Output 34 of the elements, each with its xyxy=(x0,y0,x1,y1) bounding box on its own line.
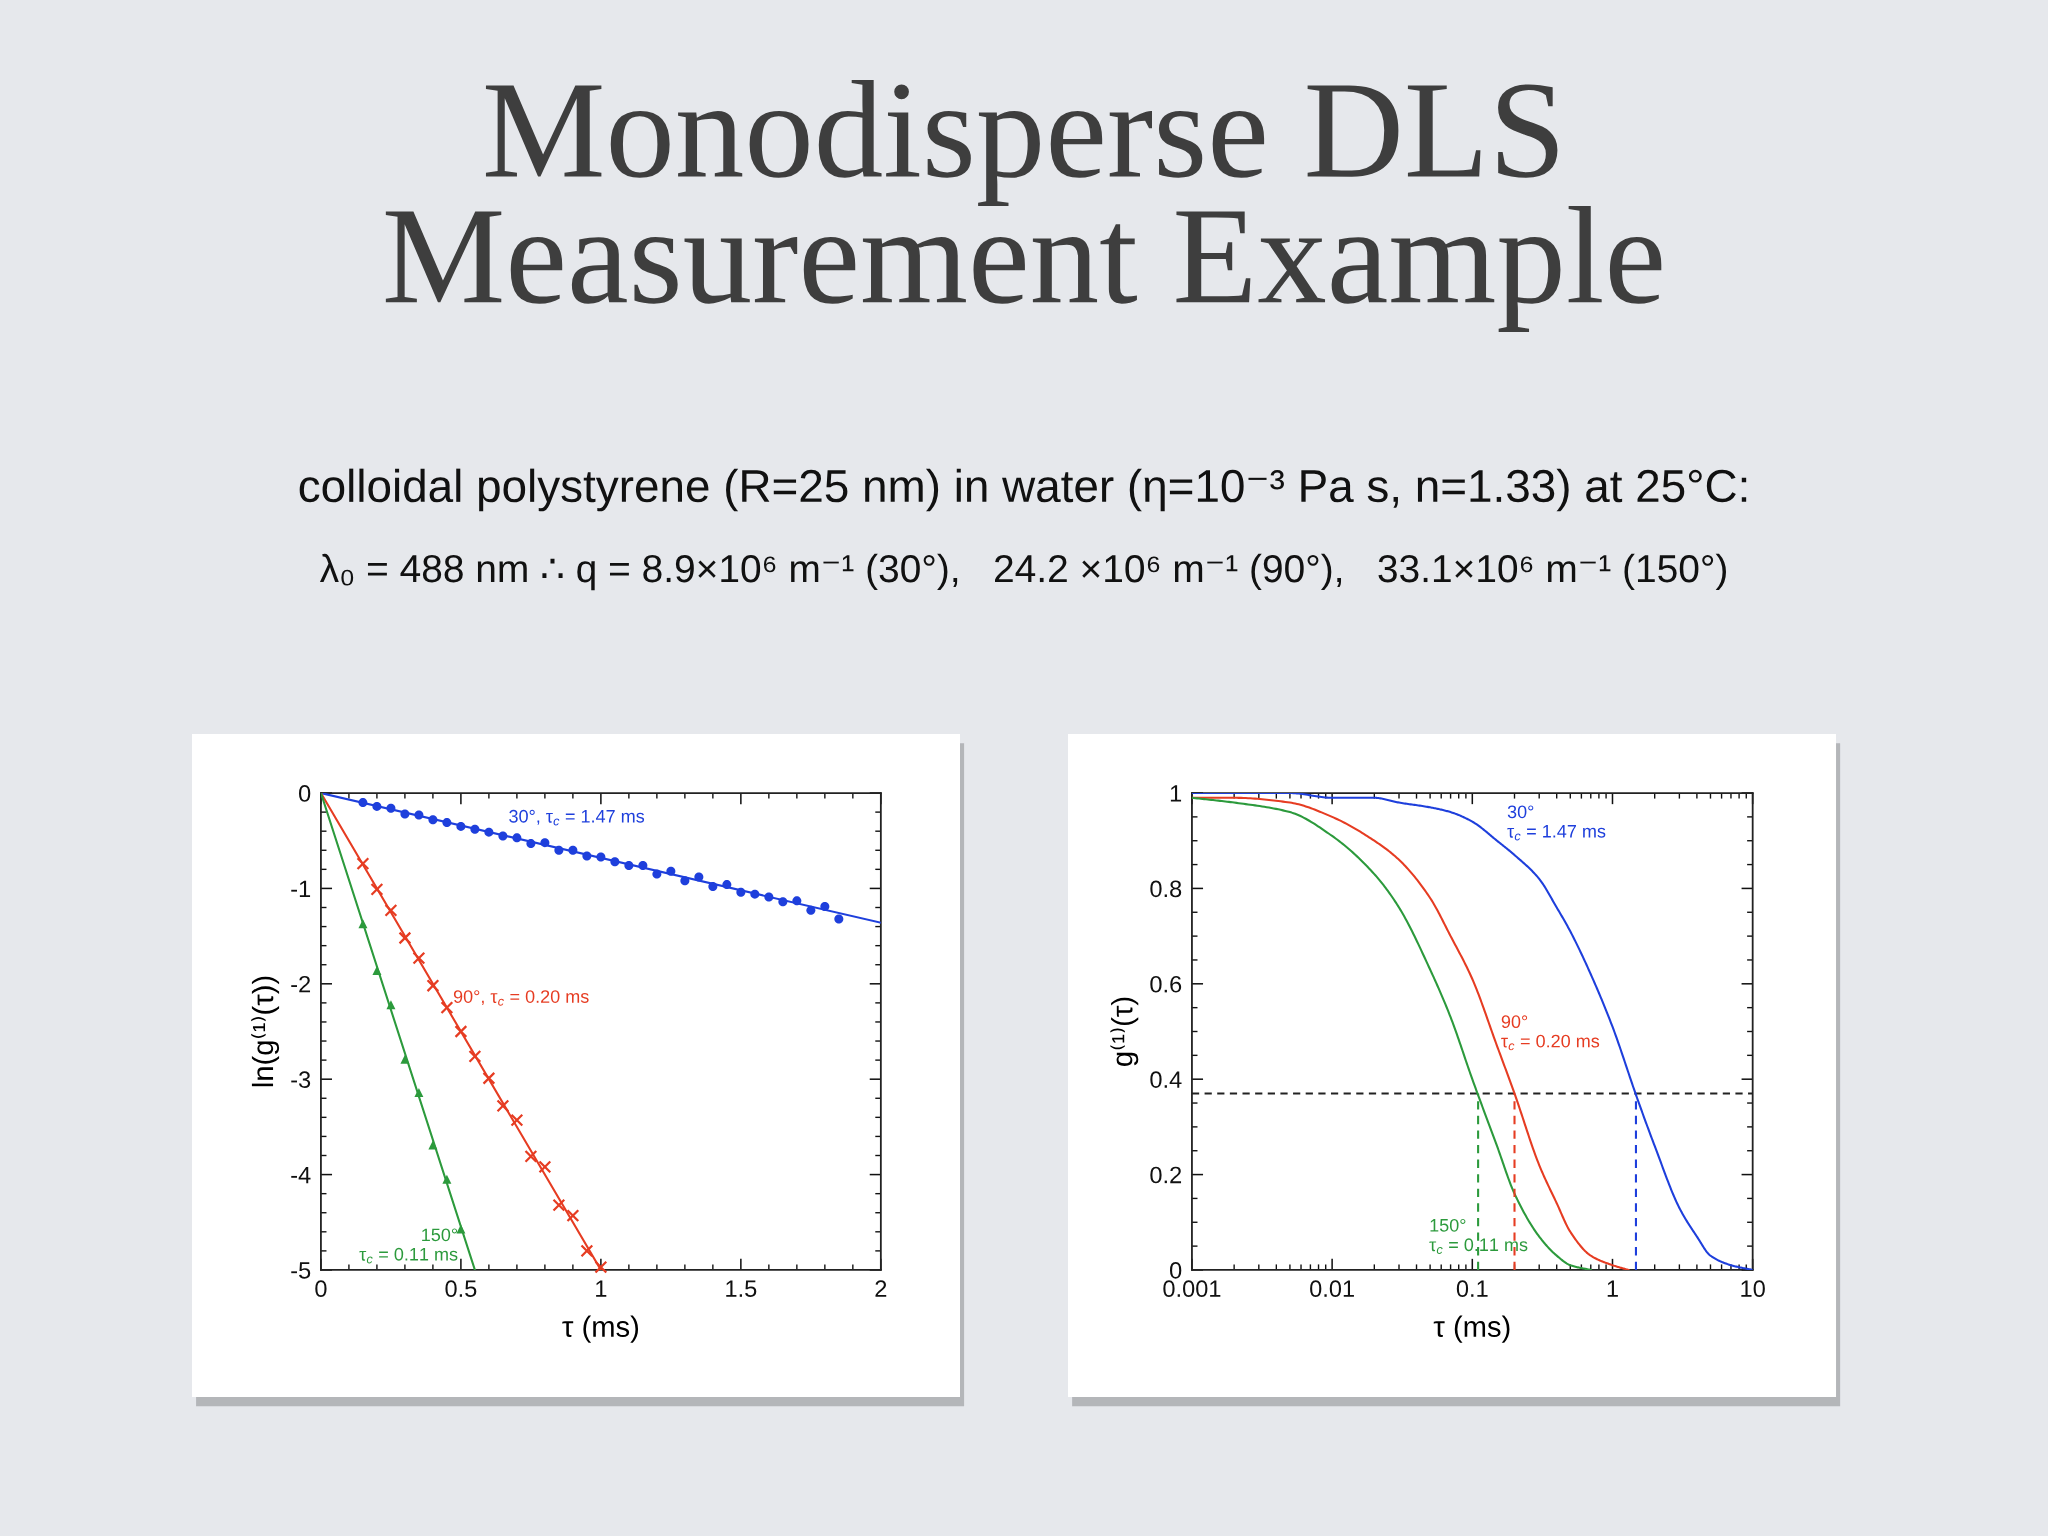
y-tick-label: -4 xyxy=(291,1166,311,1184)
x-tick-label: 0 xyxy=(315,1280,327,1298)
series-label: 90°, τ$_{c}$ = 0.20 ms xyxy=(453,990,589,1006)
x-tick-label: 1.5 xyxy=(726,1280,757,1298)
x-axis-title: τ (ms) xyxy=(562,1315,639,1343)
text: 150° τ$_{c}$ = 0.11 ms xyxy=(359,1228,458,1264)
text: colloidal polystyrene (R=25 nm) in water (η=10⁻³ Pa s, n=1.33) at 25°C: λ₀ = 488 nm ∴ q = 8.9×10⁶ m⁻¹ (30°), 24.2 ×10⁶ m⁻¹ (90°), 33.1×10⁶ m⁻¹ (150°) xyxy=(299,468,1747,591)
x-tick-label: 0.01 xyxy=(1310,1280,1354,1298)
y-tick-label: -3 xyxy=(291,1071,311,1088)
x-tick-label: 1 xyxy=(1607,1280,1618,1297)
y-tick-label: -5 xyxy=(291,1262,311,1279)
y-tick-label: 0 xyxy=(1170,1262,1182,1279)
x-tick-label: 0.001 xyxy=(1163,1280,1221,1298)
x-tick-label: 10 xyxy=(1741,1280,1765,1298)
x-axis-title: τ (ms) xyxy=(1433,1315,1510,1343)
x-tick-label: 2 xyxy=(875,1280,887,1297)
chart-title: Monodisperse DLS Measurement Example xyxy=(385,80,1662,332)
series-label: 30° τ$_{c}$ = 1.47 ms xyxy=(1507,805,1606,841)
y-tick-label: 0.4 xyxy=(1150,1071,1182,1088)
text: 150° τ$_{c}$ = 0.11 ms xyxy=(1429,1218,1528,1254)
y-axis-title: ln(g⁽¹⁾(τ)) xyxy=(251,976,280,1087)
series-label: 90° τ$_{c}$ = 0.20 ms xyxy=(1501,1015,1600,1051)
y-tick-label: 0 xyxy=(298,785,311,802)
x-tick-label: 0.1 xyxy=(1456,1280,1488,1298)
y-tick-label: 0.8 xyxy=(1150,880,1182,898)
y-tick-label: 0.6 xyxy=(1150,975,1182,993)
y-tick-label: 0.2 xyxy=(1150,1166,1182,1184)
y-axis-title: g⁽¹⁾(τ) xyxy=(1110,997,1139,1066)
series-label: 30°, τ$_{c}$ = 1.47 ms xyxy=(509,809,645,826)
x-tick-label: 0.5 xyxy=(445,1280,477,1298)
y-tick-label: -2 xyxy=(291,975,311,993)
y-tick-label: 1 xyxy=(1170,785,1182,802)
x-tick-label: 1 xyxy=(596,1280,607,1297)
y-tick-label: -1 xyxy=(291,880,311,897)
